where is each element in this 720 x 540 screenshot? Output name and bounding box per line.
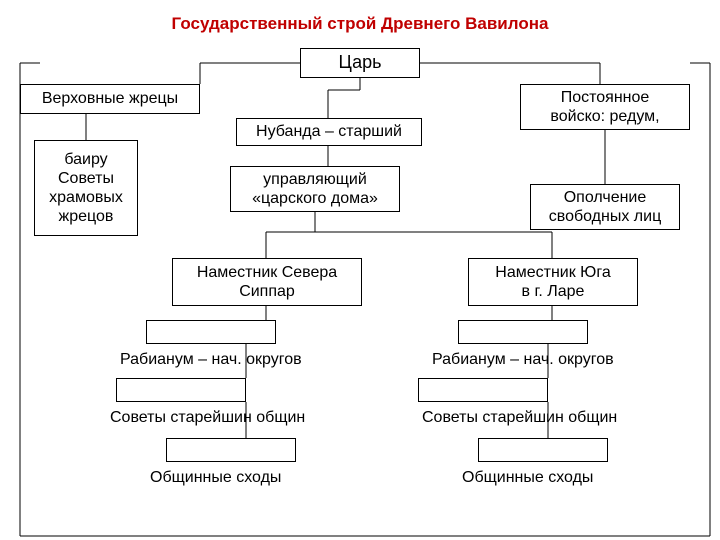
empty-box xyxy=(458,320,588,344)
node-royal-house-manager: управляющий«царского дома» xyxy=(230,166,400,212)
empty-box xyxy=(478,438,608,462)
label-elders-right: Советы старейшин общин xyxy=(422,408,617,428)
node-governor-south: Наместник Югав г. Ларе xyxy=(468,258,638,306)
node-bairu-councils: баируСоветыхрамовыхжрецов xyxy=(34,140,138,236)
node-high-priests: Верховные жрецы xyxy=(20,84,200,114)
empty-box xyxy=(116,378,246,402)
node-nubanda: Нубанда – старший xyxy=(236,118,422,146)
label-elders-left: Советы старейшин общин xyxy=(110,408,305,428)
empty-box xyxy=(418,378,548,402)
empty-box xyxy=(146,320,276,344)
node-standing-army: Постоянноевойско: редум, xyxy=(520,84,690,130)
label-rabianum-left: Рабианум – нач. округов xyxy=(120,350,302,370)
node-governor-north: Наместник СевераСиппар xyxy=(172,258,362,306)
node-king: Царь xyxy=(300,48,420,78)
label-assembly-left: Общинные сходы xyxy=(150,468,281,488)
label-rabianum-right: Рабианум – нач. округов xyxy=(432,350,614,370)
diagram-title: Государственный строй Древнего Вавилона xyxy=(0,14,720,34)
label-assembly-right: Общинные сходы xyxy=(462,468,593,488)
node-militia: Ополчениесвободных лиц xyxy=(530,184,680,230)
empty-box xyxy=(166,438,296,462)
